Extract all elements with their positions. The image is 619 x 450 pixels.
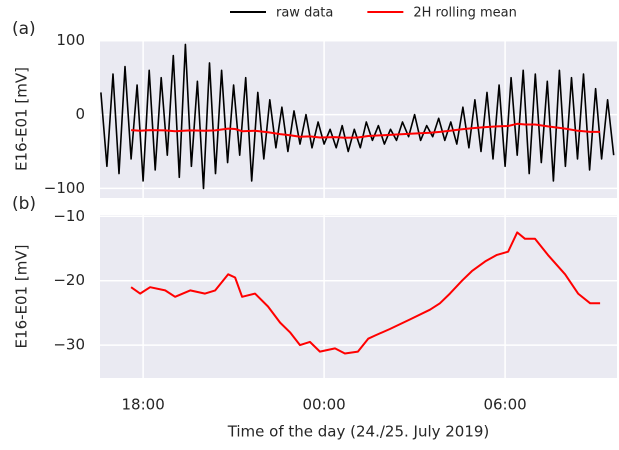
series-line bbox=[100, 43, 615, 190]
y-tick-label: −20 bbox=[53, 271, 85, 289]
panel-label: (b) bbox=[12, 194, 36, 214]
y-axis-label: E16-E01 [mV] bbox=[13, 245, 31, 349]
y-tick-label: 100 bbox=[56, 31, 85, 49]
y-tick-label: −30 bbox=[53, 336, 85, 354]
series-line bbox=[130, 231, 601, 355]
x-tick-label: 06:00 bbox=[483, 396, 526, 414]
x-axis-label: Time of the day (24./25. July 2019) bbox=[227, 423, 490, 441]
plot-area bbox=[100, 40, 617, 198]
y-tick-label: 0 bbox=[75, 105, 85, 123]
legend-label: 2H rolling mean bbox=[413, 6, 517, 21]
y-tick-label: −100 bbox=[44, 179, 85, 197]
series-line bbox=[131, 122, 601, 139]
legend-label: raw data bbox=[276, 6, 333, 21]
x-tick-label: 00:00 bbox=[302, 396, 345, 414]
y-tick-label: −10 bbox=[53, 207, 85, 225]
x-tick-label: 18:00 bbox=[122, 396, 165, 414]
panel-label: (a) bbox=[12, 19, 36, 39]
y-axis-label: E16-E01 [mV] bbox=[13, 67, 31, 171]
